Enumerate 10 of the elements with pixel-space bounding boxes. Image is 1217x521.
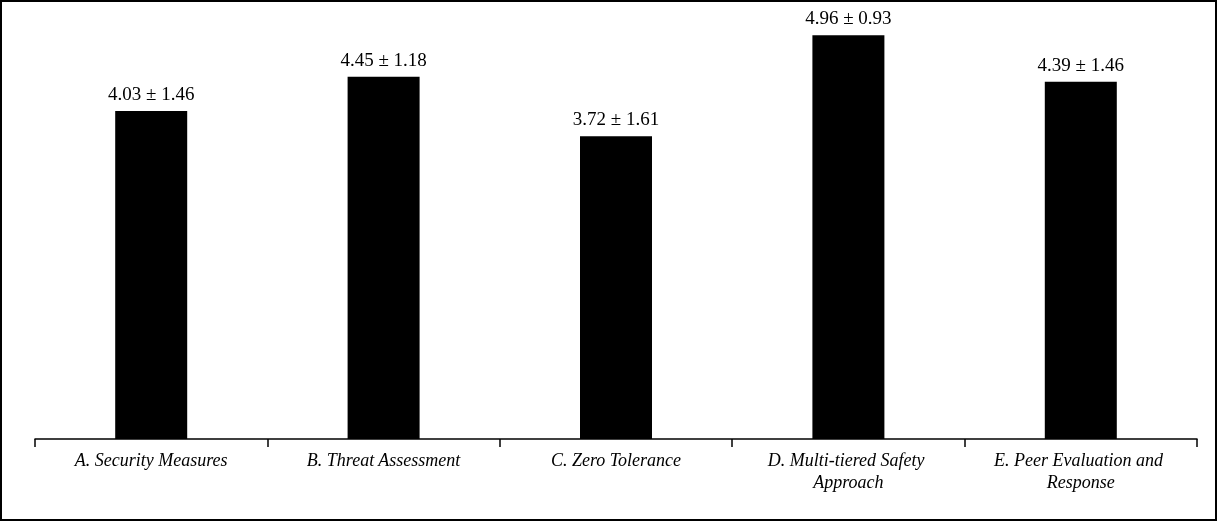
data-label: 3.72 ± 1.61 <box>572 108 660 130</box>
x-tick-label: A. Security Measures <box>73 450 228 470</box>
data-label: 4.03 ± 1.46 <box>107 82 195 104</box>
x-tick-label: C. Zero Tolerance <box>550 450 682 470</box>
data-label: 4.96 ± 0.93 <box>805 7 892 29</box>
data-label: 4.39 ± 1.46 <box>1037 53 1125 75</box>
data-label: 4.45 ± 1.18 <box>340 48 427 70</box>
x-tick-label: E. Peer Evaluation and Response <box>993 450 1168 492</box>
x-tick-label: B. Threat Assessment <box>306 450 462 470</box>
x-tick-label: D. Multi-tiered Safety Approach <box>766 450 930 492</box>
